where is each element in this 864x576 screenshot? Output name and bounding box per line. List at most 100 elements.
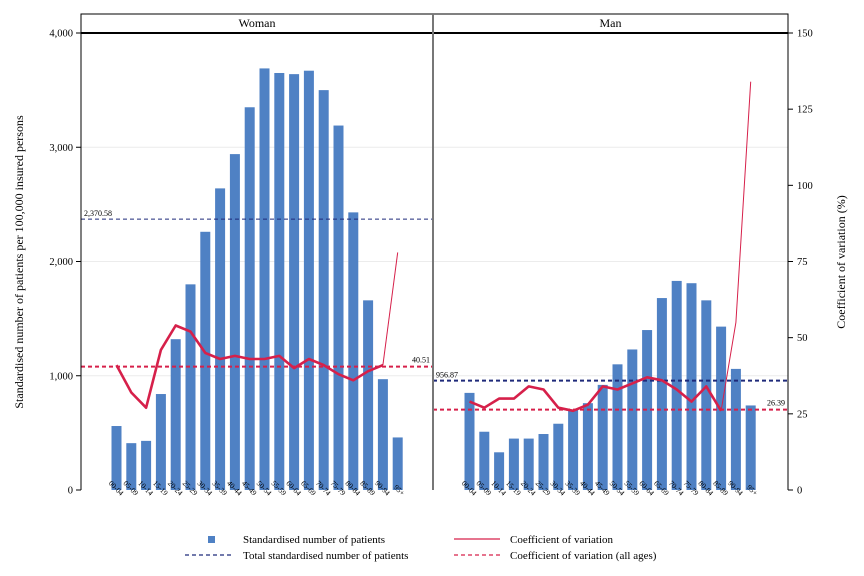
legend-cv-all-label: Coefficient of variation (all ages): [510, 550, 657, 562]
x-tick-label: 25-29: [534, 479, 553, 498]
panel-title: Woman: [238, 16, 275, 30]
y-axis-left-label: Standardised number of patients per 100,…: [12, 115, 26, 409]
legend-total-label: Total standardised number of patients: [243, 550, 408, 562]
y-right-tick-label: 75: [797, 257, 808, 268]
x-tick-label: 75-79: [329, 479, 348, 498]
axes: 0 1,000 2,000 3,000 4,000 0 25 50 75 100 125 150: [49, 14, 813, 497]
x-tick-label: 20-24: [166, 479, 185, 498]
x-tick-label: 50-54: [255, 479, 274, 498]
bar: [200, 231, 211, 491]
bar: [333, 125, 344, 490]
x-tick-label: 35-39: [210, 479, 229, 498]
x-tick-label: 10-14: [136, 479, 155, 498]
bar: [464, 392, 475, 490]
bar: [553, 423, 564, 490]
y-right-tick-label: 125: [797, 105, 813, 116]
x-tick-label: 45-49: [593, 479, 612, 498]
bar: [745, 405, 756, 490]
y-axis-right-label: Coefficient of variation (%): [834, 195, 848, 328]
x-tick-label: 50-54: [608, 479, 627, 498]
cv-all-label: 40.51: [412, 356, 430, 365]
bar: [126, 443, 137, 490]
bar: [730, 368, 741, 490]
bar: [318, 90, 329, 490]
x-tick-label: 80-84: [344, 479, 363, 498]
bar: [612, 364, 623, 490]
legend: Standardised number of patients Coeffici…: [185, 534, 657, 562]
y-left-tick-label: 4,000: [49, 29, 73, 40]
bar: [642, 330, 653, 490]
x-tick-label: 65-69: [299, 479, 318, 498]
bar: [701, 300, 712, 490]
x-tick-label: 25-29: [181, 479, 200, 498]
x-tick-label: 55-59: [270, 479, 289, 498]
bar: [215, 188, 226, 490]
y-right-tick-label: 150: [797, 29, 813, 40]
x-tick-label: 00-04: [107, 479, 126, 498]
panel-woman: Woman 2,370.58 40.51 00-0405-0910-1415-1920…: [80, 13, 434, 498]
panels: Woman2,370.5840.5100-0405-0910-1415-1920…: [80, 13, 789, 498]
bar: [244, 107, 255, 490]
x-tick-label: 55-59: [623, 479, 642, 498]
cv-line-thin: [720, 81, 752, 411]
bar: [627, 349, 638, 490]
bar: [348, 212, 359, 490]
bar: [259, 68, 270, 490]
bar: [523, 438, 534, 490]
y-left-tick-label: 2,000: [49, 257, 73, 268]
grid-lines: [81, 146, 788, 377]
bar: [155, 394, 166, 490]
panel-man: Man 956.87 26.39 00-0405-0910-1415-1920-242…: [432, 13, 789, 498]
y-right-tick-label: 50: [797, 333, 808, 344]
x-tick-label: 45-49: [240, 479, 259, 498]
bar: [582, 403, 593, 490]
x-tick-label: 30-34: [549, 479, 568, 498]
y-right-tick-label: 25: [797, 409, 808, 420]
x-tick-label: 00-04: [460, 479, 479, 498]
x-tick-label: 40-44: [578, 479, 597, 498]
x-tick-label: 85-89: [358, 479, 377, 498]
bar: [289, 74, 300, 490]
cv-line: [115, 324, 384, 410]
y-left-tick-label: 1,000: [49, 371, 73, 382]
y-left-tick-label: 0: [68, 486, 73, 497]
x-tick-label: 90-94: [726, 479, 745, 498]
bar: [392, 437, 403, 490]
x-tick-label: 65-69: [652, 479, 671, 498]
bar: [141, 440, 152, 490]
x-tick-label: 05-09: [122, 479, 141, 498]
y-left-tick-label: 3,000: [49, 143, 73, 154]
x-tick-label: 15-19: [151, 479, 170, 498]
x-tick-label: 10-14: [489, 479, 508, 498]
y-right-tick-label: 100: [797, 181, 813, 192]
total-label: 956.87: [436, 371, 458, 380]
bar: [538, 434, 549, 490]
x-tick-label: 75-79: [682, 479, 701, 498]
bar: [671, 280, 682, 490]
x-tick-label: 70-74: [314, 479, 333, 498]
bar: [479, 431, 490, 490]
x-tick-label: 40-44: [225, 479, 244, 498]
bar: [185, 284, 196, 490]
bar: [229, 154, 240, 491]
bar: [303, 70, 314, 490]
x-tick-label: 70-74: [667, 479, 686, 498]
bar: [568, 410, 579, 490]
x-tick-label: 05-09: [475, 479, 494, 498]
bar: [363, 300, 374, 490]
bar: [597, 384, 608, 490]
bar: [377, 379, 388, 490]
legend-cv-label: Coefficient of variation: [510, 534, 614, 546]
x-tick-label: 80-84: [697, 479, 716, 498]
legend-bars-label: Standardised number of patients: [243, 534, 385, 546]
cv-all-label: 26.39: [767, 399, 785, 408]
total-label: 2,370.58: [84, 209, 112, 218]
x-tick-label: 30-34: [196, 479, 215, 498]
panel-title: Man: [600, 16, 622, 30]
x-tick-label: 90-94: [373, 479, 392, 498]
bar: [274, 72, 285, 491]
bar: [508, 438, 519, 490]
x-tick-label: 20-24: [519, 479, 538, 498]
x-tick-label: 35-39: [563, 479, 582, 498]
